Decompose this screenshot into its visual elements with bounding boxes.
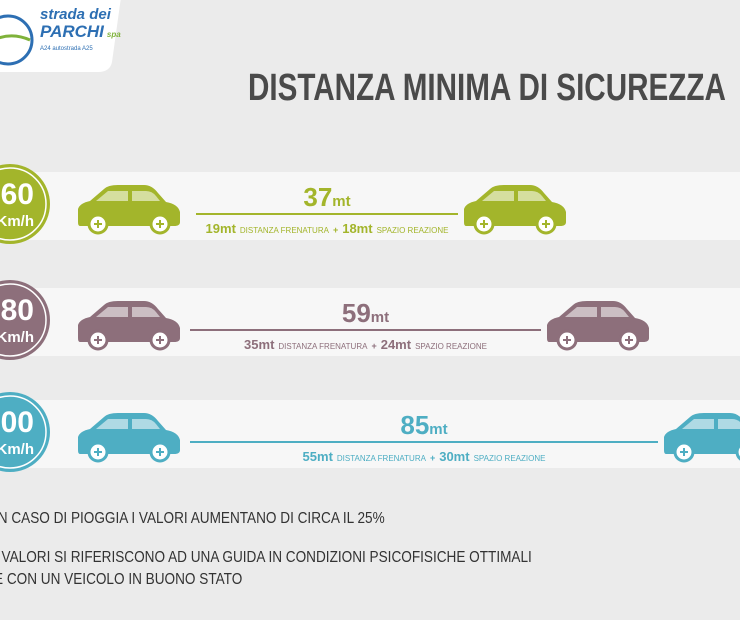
logo-road: [0, 34, 31, 42]
braking-label: DISTANZA FRENATURA: [337, 454, 427, 463]
car-window: [518, 191, 546, 201]
plus: +: [430, 453, 435, 463]
braking-distance: 19mt: [206, 221, 237, 236]
note: E CON UN VEICOLO IN BUONO STATO: [0, 571, 242, 588]
car-window: [601, 307, 629, 317]
car-window: [132, 191, 160, 201]
logo-ring: [0, 14, 34, 66]
total-distance: 85mt: [400, 410, 447, 440]
speed: 100: [0, 406, 34, 439]
logo-tagline: A24 autostrada A25: [40, 46, 93, 52]
speed-unit: Km/h: [0, 213, 34, 230]
speed-badge: [0, 164, 50, 244]
plus: +: [333, 225, 338, 235]
car-hub: [625, 336, 633, 344]
car: [664, 413, 740, 463]
total-unit: mt: [429, 421, 447, 438]
notes: IN CASO DI PIOGGIA I VALORI AUMENTANO DI…: [0, 510, 532, 588]
reaction-label: SPAZIO REAZIONE: [474, 454, 546, 463]
car-window: [565, 307, 597, 317]
speed-badge-ring: [0, 283, 47, 357]
car-window: [718, 419, 740, 429]
car-window: [482, 191, 514, 201]
car: [547, 301, 649, 351]
speed-row: 80 Km/h 59mt 35mt DISTANZA FRENATURA +24mt SPA…: [0, 280, 740, 360]
total-distance: 59mt: [342, 298, 389, 328]
car-hub: [680, 448, 688, 456]
breakdown: 35mt DISTANZA FRENATURA +24mt SPAZIO REAZIO…: [244, 337, 487, 352]
speed-badge: [0, 392, 50, 472]
braking-label: DISTANZA FRENATURA: [278, 342, 368, 351]
reaction-distance: 18mt: [342, 221, 373, 236]
car: [464, 185, 566, 235]
note: I VALORI SI RIFERISCONO AD UNA GUIDA IN …: [0, 549, 532, 566]
speed-unit: Km/h: [0, 329, 34, 346]
car: [78, 301, 180, 351]
speed: 80: [1, 294, 34, 327]
total-value: 59: [342, 298, 371, 328]
speed-badge: [0, 280, 50, 360]
reaction-distance: 24mt: [381, 337, 412, 352]
logo-parchi: PARCHI: [40, 22, 105, 41]
speed-badge-ring: [0, 167, 47, 241]
braking-distance: 55mt: [303, 449, 334, 464]
reaction-label: SPAZIO REAZIONE: [377, 226, 449, 235]
car-window: [132, 307, 160, 317]
car-window: [96, 419, 128, 429]
total-value: 37: [303, 182, 332, 212]
car-hub: [94, 448, 102, 456]
breakdown: 19mt DISTANZA FRENATURA +18mt SPAZIO REAZIO…: [206, 221, 449, 236]
speed-badge-ring: [0, 395, 47, 469]
car-window: [96, 191, 128, 201]
total-unit: mt: [371, 309, 389, 326]
car-hub: [94, 336, 102, 344]
car: [78, 185, 180, 235]
reaction-label: SPAZIO REAZIONE: [415, 342, 487, 351]
braking-label: DISTANZA FRENATURA: [240, 226, 330, 235]
title: DISTANZA MINIMA DI SICUREZZA: [248, 67, 726, 109]
total-value: 85: [400, 410, 429, 440]
note: IN CASO DI PIOGGIA I VALORI AUMENTANO DI…: [0, 510, 385, 527]
speed: 60: [1, 178, 34, 211]
total-unit: mt: [332, 193, 350, 210]
reaction-distance: 30mt: [439, 449, 470, 464]
logo: strada dei PARCHI spa A24 autostrada A25: [0, 0, 121, 72]
plus: +: [371, 341, 376, 351]
car-wheel: [735, 443, 740, 461]
breakdown: 55mt DISTANZA FRENATURA +30mt SPAZIO REAZIO…: [303, 449, 546, 464]
car-hub: [542, 220, 550, 228]
logo-card: [0, 0, 121, 72]
car-hub: [156, 448, 164, 456]
car-hub: [563, 336, 571, 344]
car-window: [132, 419, 160, 429]
car: [78, 413, 180, 463]
logo-line1: strada dei: [40, 6, 112, 23]
car-hub: [94, 220, 102, 228]
logo-line2: PARCHI spa: [40, 22, 121, 41]
total-distance: 37mt: [303, 182, 350, 212]
car-hub: [156, 336, 164, 344]
braking-distance: 35mt: [244, 337, 275, 352]
speed-unit: Km/h: [0, 441, 34, 458]
car-hub: [156, 220, 164, 228]
car-window: [96, 307, 128, 317]
car-hub: [480, 220, 488, 228]
speed-row: 60 Km/h 37mt 19mt DISTANZA FRENATURA +18mt SPA…: [0, 164, 740, 244]
logo-suffix: spa: [107, 30, 121, 39]
car-window: [682, 419, 714, 429]
